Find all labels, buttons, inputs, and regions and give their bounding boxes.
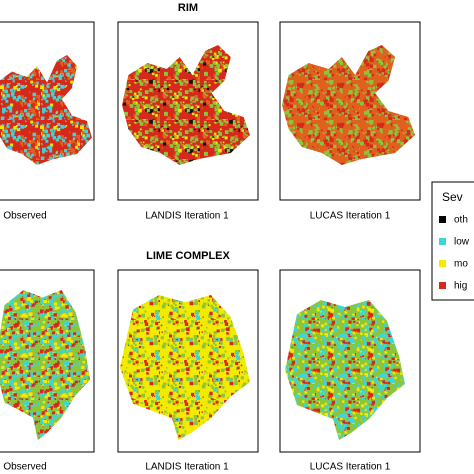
legend-label: low bbox=[454, 237, 470, 248]
legend-swatch bbox=[439, 216, 446, 223]
panel-label: LANDIS Iteration 1 bbox=[145, 211, 229, 222]
panel-frame bbox=[0, 269, 95, 453]
panel-frame bbox=[117, 21, 259, 201]
panel-frame bbox=[117, 269, 259, 453]
map-region bbox=[120, 295, 250, 440]
section-title: RIM bbox=[178, 2, 198, 14]
panel-frame bbox=[279, 269, 421, 453]
section-title: LIME COMPLEX bbox=[146, 250, 230, 262]
legend: Sev oth low mo hig bbox=[431, 181, 474, 301]
panel-label: LUCAS Iteration 1 bbox=[310, 211, 391, 222]
legend-label: hig bbox=[454, 281, 467, 292]
map-region bbox=[285, 300, 405, 440]
map-region bbox=[122, 45, 250, 165]
panel-label: Observed bbox=[3, 211, 46, 222]
panel-label: LUCAS Iteration 1 bbox=[310, 462, 391, 473]
panel-label: LANDIS Iteration 1 bbox=[145, 462, 229, 473]
panel-frame bbox=[0, 21, 95, 201]
legend-swatch bbox=[439, 282, 446, 289]
legend-title: Sev bbox=[442, 190, 463, 204]
legend-swatch bbox=[439, 238, 446, 245]
legend-swatch bbox=[439, 260, 446, 267]
map-region bbox=[0, 55, 92, 165]
legend-label: oth bbox=[454, 215, 468, 226]
panel-frame bbox=[279, 21, 421, 201]
map-region bbox=[0, 290, 90, 440]
legend-label: mo bbox=[454, 259, 468, 270]
maps bbox=[0, 45, 415, 440]
map-region bbox=[282, 45, 415, 165]
panel-label: Observed bbox=[3, 462, 46, 473]
